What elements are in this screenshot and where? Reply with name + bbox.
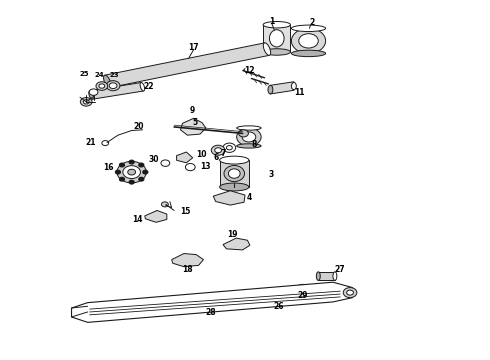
Ellipse shape [103,75,111,87]
Ellipse shape [224,166,245,181]
Text: 25: 25 [80,71,90,77]
Polygon shape [223,238,250,250]
Ellipse shape [317,272,320,280]
Polygon shape [72,282,352,322]
Circle shape [161,202,168,207]
Ellipse shape [263,22,291,28]
Text: 21: 21 [85,138,96,147]
Circle shape [128,169,136,175]
Text: 6: 6 [213,153,219,162]
Circle shape [139,163,144,167]
Text: 5: 5 [193,118,198,127]
Ellipse shape [89,91,94,99]
Circle shape [89,89,98,95]
Ellipse shape [263,43,270,55]
Text: 29: 29 [297,291,307,300]
Circle shape [109,83,117,89]
Polygon shape [220,160,249,187]
Text: 8: 8 [251,140,257,149]
Circle shape [226,145,232,150]
Circle shape [296,284,310,294]
Circle shape [80,98,92,106]
Circle shape [242,132,256,142]
Polygon shape [105,43,270,87]
Polygon shape [180,118,206,135]
Circle shape [106,81,120,91]
Text: 16: 16 [103,163,114,172]
Circle shape [185,163,195,171]
Ellipse shape [237,144,261,148]
Text: 10: 10 [196,150,207,159]
Circle shape [292,28,326,53]
Text: 26: 26 [273,302,284,311]
Text: 30: 30 [149,155,159,164]
Circle shape [215,148,221,153]
Text: 27: 27 [334,265,344,274]
Text: 28: 28 [205,308,216,317]
Circle shape [299,287,306,292]
Circle shape [299,34,318,48]
Ellipse shape [268,85,273,94]
Circle shape [129,160,134,164]
Text: 24: 24 [95,72,104,78]
Ellipse shape [220,183,249,191]
Polygon shape [263,25,291,52]
Circle shape [239,130,248,137]
Text: 2: 2 [310,18,315,27]
Polygon shape [318,272,335,280]
Ellipse shape [292,50,326,57]
Circle shape [117,161,147,183]
Text: 18: 18 [182,265,193,274]
Text: 9: 9 [190,106,196,115]
Circle shape [161,160,170,166]
Polygon shape [90,82,144,99]
Circle shape [211,145,225,155]
Circle shape [237,128,261,146]
Circle shape [120,177,124,181]
Circle shape [99,84,105,88]
Circle shape [123,166,141,179]
Ellipse shape [333,272,337,280]
Circle shape [223,143,236,152]
Ellipse shape [270,30,284,47]
Text: 22: 22 [144,82,154,91]
Circle shape [116,170,121,174]
Text: 12: 12 [245,66,255,75]
Text: 14: 14 [132,215,143,224]
Polygon shape [213,191,245,205]
Circle shape [83,100,89,104]
Text: 1: 1 [269,17,274,26]
Text: 17: 17 [188,43,199,52]
Circle shape [96,82,108,90]
Text: 13: 13 [200,162,211,171]
Ellipse shape [292,82,296,90]
Circle shape [120,163,124,167]
Circle shape [143,170,148,174]
Circle shape [129,180,134,184]
Polygon shape [145,211,167,222]
Polygon shape [270,82,294,94]
Ellipse shape [228,169,240,178]
Text: 11: 11 [294,87,304,96]
Polygon shape [176,152,193,163]
Text: 3: 3 [269,170,274,179]
Circle shape [139,177,144,181]
Circle shape [346,290,353,295]
Circle shape [343,288,357,298]
Text: 23: 23 [109,72,119,78]
Ellipse shape [263,49,291,55]
Ellipse shape [140,82,145,91]
Ellipse shape [220,156,249,164]
Circle shape [102,140,109,145]
Ellipse shape [292,25,326,32]
Text: 20: 20 [134,122,144,131]
Text: 15: 15 [180,207,191,216]
Text: 7: 7 [221,149,226,158]
Ellipse shape [237,126,261,130]
Text: 19: 19 [227,230,238,239]
Text: 4: 4 [246,193,252,202]
Polygon shape [172,253,203,267]
